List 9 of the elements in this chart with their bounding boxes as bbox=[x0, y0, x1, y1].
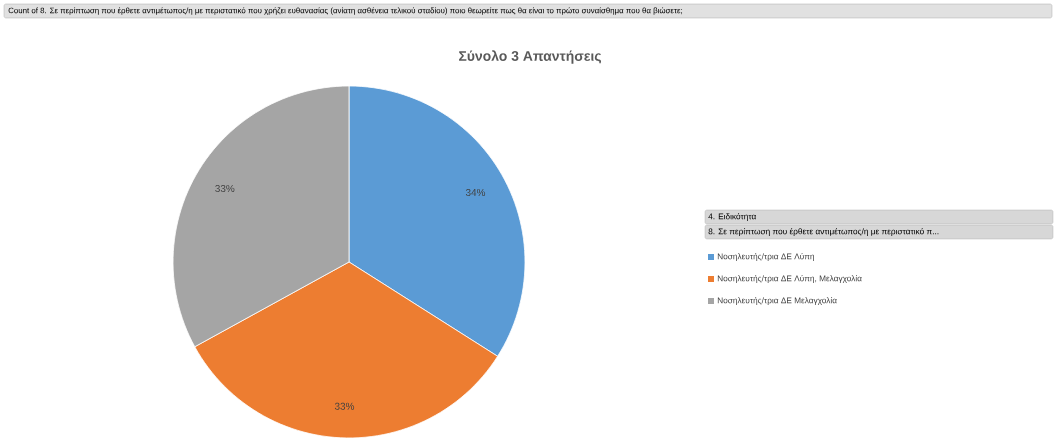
legend-title: 4. Ειδικότητα bbox=[708, 213, 757, 221]
chart-title: Σύνολο 3 Απαντήσεις bbox=[459, 50, 602, 64]
legend-label: Νοσηλευτής/τρια ΔΕ Λύπη bbox=[717, 253, 814, 261]
text: 8. Σε περίπτωση που έρθετε αντιμέτωπος/η με περιστατικό π... bbox=[708, 228, 939, 236]
data-label: 33% bbox=[215, 185, 235, 193]
legend-label: Νοσηλευτής/τρια ΔΕ Λύπη, Μελαγχολία bbox=[717, 275, 862, 283]
data-label: 34% bbox=[465, 188, 486, 196]
data-label: 33% bbox=[334, 402, 355, 410]
legend-label: Νοσηλευτής/τρια ΔΕ Μελαγχολία bbox=[717, 297, 837, 305]
